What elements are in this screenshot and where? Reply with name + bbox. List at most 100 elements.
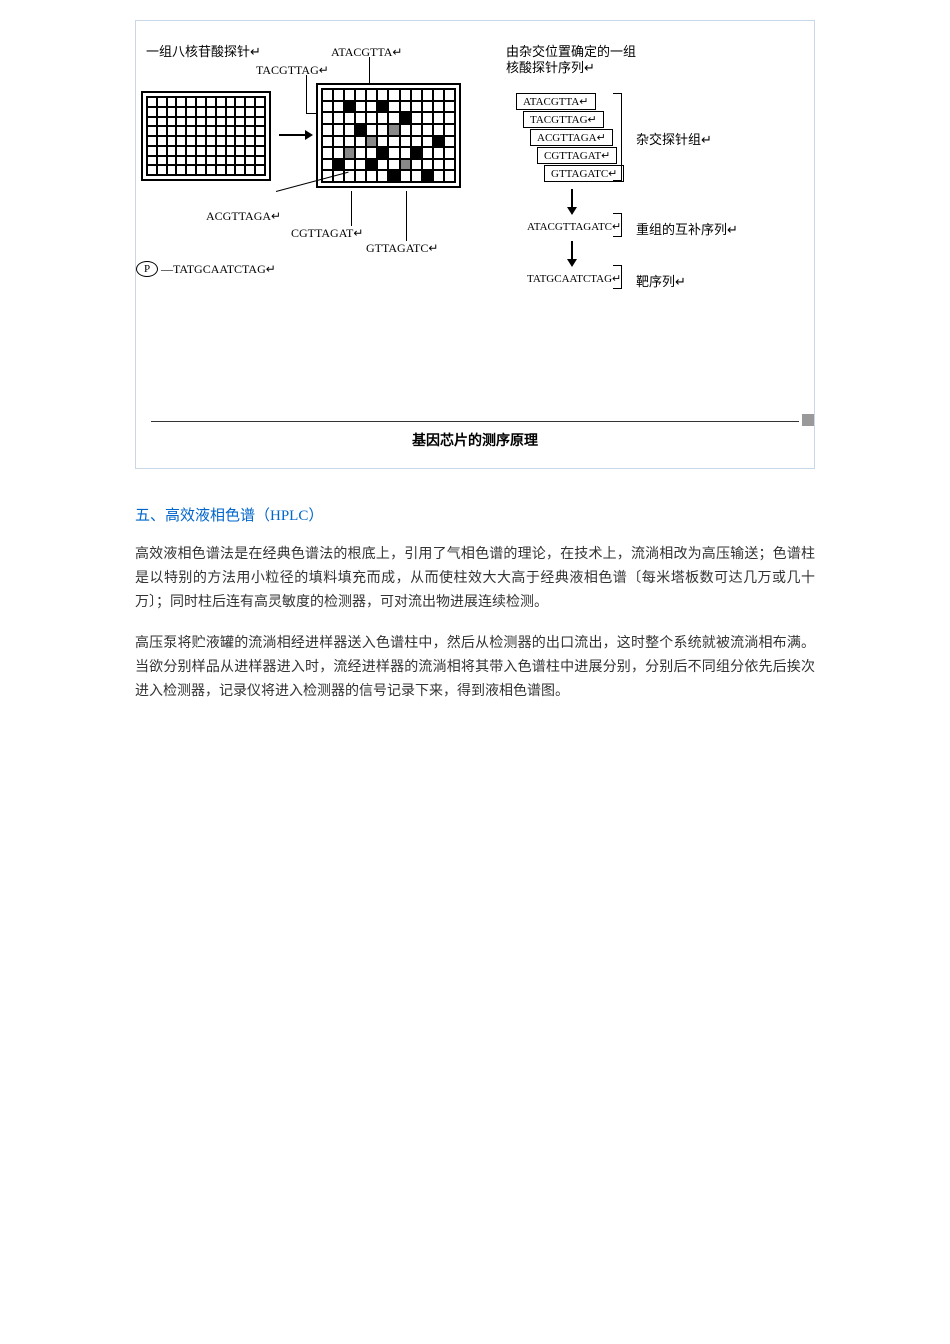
grid-cell [411, 159, 422, 171]
grid-cell [157, 156, 167, 166]
grid-cell [235, 126, 245, 136]
grid-cell [235, 107, 245, 117]
grid-cell [186, 97, 196, 107]
grid-cell [400, 170, 411, 182]
grid1 [146, 96, 266, 176]
grid-cell [388, 112, 399, 124]
label-acgttaga-bot: ACGTTAGA↵ [206, 209, 281, 224]
grid-cell [400, 159, 411, 171]
grid-cell [167, 156, 177, 166]
grid-cell [422, 159, 433, 171]
grid-cell [355, 159, 366, 171]
grid-cell [255, 126, 265, 136]
complement-seq: ATACGTTAGATC↵ [521, 219, 627, 234]
grid-cell [255, 165, 265, 175]
grid-cell [147, 126, 157, 136]
grid-cell [433, 124, 444, 136]
grid-cell [411, 89, 422, 101]
grid-cell [216, 156, 226, 166]
grid-cell [444, 170, 455, 182]
grid-cell [333, 136, 344, 148]
grid-cell [377, 112, 388, 124]
grid-cell [322, 159, 333, 171]
diagram-area: 一组八核苷酸探针↵ 由杂交位置确定的一组 核酸探针序列↵ ATACGTTA↵ T… [151, 61, 799, 401]
grid-cell [206, 136, 216, 146]
label-cgttagat-bot: CGTTAGAT↵ [291, 226, 363, 241]
grid-cell [216, 117, 226, 127]
grid-cell [355, 147, 366, 159]
grid-cell [176, 107, 186, 117]
grid-cell [216, 136, 226, 146]
grid-cell [235, 146, 245, 156]
grid2 [321, 88, 456, 183]
grid-cell [344, 124, 355, 136]
grid-cell [196, 136, 206, 146]
grid-cell [422, 136, 433, 148]
grid-cell [322, 147, 333, 159]
grid-cell [400, 112, 411, 124]
grid-cell [226, 146, 236, 156]
grid-cell [344, 136, 355, 148]
grid-cell [176, 156, 186, 166]
label-group: 杂交探针组↵ [636, 129, 712, 148]
grid-cell [186, 107, 196, 117]
grid-cell [355, 136, 366, 148]
grid-cell [147, 146, 157, 156]
grid-cell [411, 147, 422, 159]
grid-cell [444, 147, 455, 159]
grid-cell [245, 136, 255, 146]
grid-cell [322, 89, 333, 101]
grid-cell [157, 146, 167, 156]
label-atacgtta-top: ATACGTTA↵ [331, 45, 402, 60]
grid-cell [377, 89, 388, 101]
grid-cell [255, 97, 265, 107]
grid-cell [255, 146, 265, 156]
grid-cell [388, 124, 399, 136]
grid-cell [344, 112, 355, 124]
grid-cell [196, 146, 206, 156]
grid-cell [226, 107, 236, 117]
grid-cell [196, 97, 206, 107]
leader-5 [406, 191, 407, 241]
grid-cell [216, 97, 226, 107]
grid-cell [216, 146, 226, 156]
grid-cell [444, 124, 455, 136]
grid-cell [176, 117, 186, 127]
grid-cell [344, 147, 355, 159]
grid-cell [377, 159, 388, 171]
grid-cell [400, 89, 411, 101]
grid-cell [206, 126, 216, 136]
gray-marker [802, 414, 814, 426]
grid1-outer [141, 91, 271, 181]
grid-cell [167, 146, 177, 156]
grid-cell [255, 136, 265, 146]
grid-cell [147, 97, 157, 107]
grid-cell [186, 156, 196, 166]
label-hybrid-pos-2: 核酸探针序列↵ [506, 57, 595, 76]
grid-cell [355, 101, 366, 113]
grid-cell [245, 156, 255, 166]
bracket-target [621, 265, 622, 289]
grid-cell [388, 170, 399, 182]
grid-cell [366, 147, 377, 159]
grid-cell [344, 89, 355, 101]
grid-cell [186, 117, 196, 127]
grid-cell [400, 124, 411, 136]
grid-cell [176, 136, 186, 146]
grid-cell [400, 147, 411, 159]
label-tacgttag-top: TACGTTAG↵ [256, 63, 329, 78]
grid-cell [377, 147, 388, 159]
grid-cell [235, 117, 245, 127]
grid-cell [196, 165, 206, 175]
grid-cell [366, 101, 377, 113]
grid-cell [167, 136, 177, 146]
p-circle: P [136, 261, 158, 277]
paragraph-2: 高压泵将贮液罐的流淌相经进样器送入色谱柱中，然后从检测器的出口流出，这时整个系统… [135, 632, 815, 703]
grid-cell [176, 146, 186, 156]
grid-cell [333, 159, 344, 171]
grid-cell [167, 107, 177, 117]
grid-cell [147, 156, 157, 166]
grid-cell [422, 124, 433, 136]
grid-cell [186, 146, 196, 156]
grid-cell [226, 117, 236, 127]
